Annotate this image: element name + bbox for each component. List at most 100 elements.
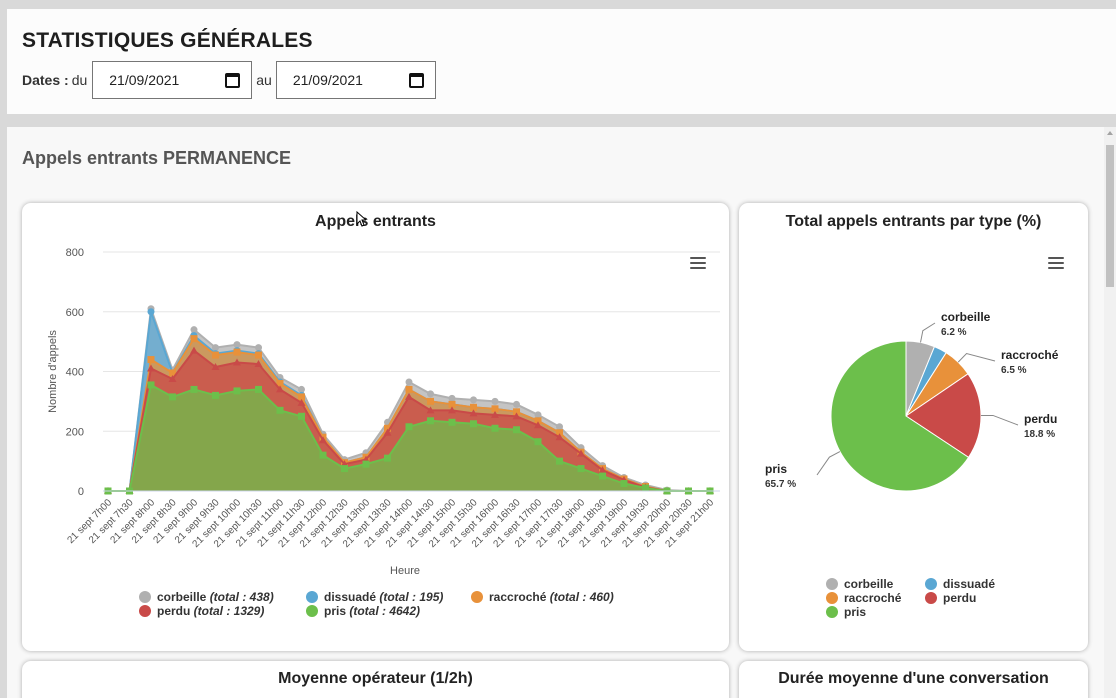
- point-perdu: [276, 385, 284, 393]
- area-chart-card: Appels entrants 0 200 400 600 800 Nombre d'ap…: [22, 203, 729, 651]
- legend-marker-perdu: [139, 605, 151, 617]
- point-corbeille: [212, 344, 219, 352]
- operator-average-title: Moyenne opérateur (1/2h): [278, 670, 473, 687]
- point-pris: [169, 393, 176, 401]
- section-title: Appels entrants PERMANENCE: [22, 148, 292, 168]
- point-pris: [405, 423, 413, 431]
- point-pris: [599, 472, 606, 480]
- pie-slice-pris: [830, 340, 970, 492]
- area-chart-title: Appels entrants: [315, 213, 436, 230]
- scroll-thumb[interactable]: [1106, 145, 1114, 287]
- point-perdu: [469, 409, 478, 417]
- scroll-up-icon[interactable]: [1107, 131, 1113, 135]
- point-corbeille: [470, 396, 477, 404]
- dates-label: Dates :: [22, 72, 69, 88]
- pie-value-raccroché: 6.5 %: [1001, 365, 1027, 376]
- legend-marker-dissuadé: [306, 591, 318, 603]
- point-pris: [233, 387, 241, 395]
- point-raccroché: [534, 417, 542, 425]
- point-corbeille: [190, 326, 198, 334]
- point-perdu: [211, 363, 220, 371]
- pie-connector: [920, 322, 936, 343]
- conversation-duration-card: Durée moyenne d'une conversation: [739, 661, 1088, 698]
- pie-label-raccroché: raccroché: [1001, 348, 1059, 362]
- y-tick-label: 200: [66, 426, 84, 438]
- point-corbeille: [427, 390, 434, 398]
- from-label: du: [71, 72, 88, 88]
- vertical-scrollbar[interactable]: [1104, 127, 1116, 698]
- date-to-input[interactable]: 21/09/2021: [275, 61, 436, 99]
- point-dissuadé: [147, 308, 155, 316]
- calendar-icon[interactable]: [408, 73, 424, 88]
- point-raccroché: [212, 351, 219, 359]
- date-to-value: 21/09/2021: [292, 72, 363, 88]
- pie-chart-card: Total appels entrants par type (%) corbe…: [739, 203, 1088, 651]
- y-tick-label: 600: [66, 307, 84, 319]
- point-corbeille: [534, 411, 542, 419]
- point-pris: [276, 406, 284, 414]
- hamburger-menu-icon[interactable]: [690, 257, 706, 269]
- point-perdu: [555, 433, 564, 441]
- point-pris: [620, 480, 628, 488]
- point-raccroché: [448, 400, 456, 408]
- point-raccroché: [298, 393, 305, 401]
- hamburger-menu-icon[interactable]: [1048, 257, 1064, 269]
- point-corbeille: [513, 400, 520, 408]
- point-pris: [427, 417, 434, 425]
- pie-value-corbeille: 6.2 %: [941, 327, 967, 338]
- point-pris: [642, 484, 649, 492]
- point-pris: [534, 438, 542, 446]
- point-perdu: [190, 346, 198, 354]
- point-perdu: [512, 412, 521, 420]
- point-raccroché: [513, 408, 520, 416]
- point-corbeille: [556, 423, 563, 431]
- date-from-value: 21/09/2021: [109, 72, 180, 88]
- legend-item-raccroché: raccroché: [844, 591, 902, 605]
- main-content: Appels entrants PERMANENCE Appels entran…: [7, 127, 1104, 698]
- pie-value-perdu: 18.8 %: [1024, 429, 1055, 440]
- page-header: STATISTIQUES GÉNÉRALES Dates : du 21/09/…: [7, 9, 1116, 114]
- point-perdu: [254, 360, 263, 368]
- point-perdu: [405, 392, 413, 400]
- legend-marker-perdu: [925, 592, 937, 604]
- y-axis-title: Nombre d'appels: [47, 330, 59, 413]
- point-perdu: [448, 406, 456, 414]
- point-perdu: [577, 449, 585, 457]
- legend-item-corbeille: corbeille (total : 438): [157, 590, 274, 604]
- x-axis-title: Heure: [390, 565, 420, 577]
- point-perdu: [426, 406, 435, 414]
- pie-connector: [980, 414, 1019, 426]
- legend-item-raccroché: raccroché (total : 460): [489, 590, 614, 604]
- point-pris: [341, 465, 348, 473]
- legend-marker-pris: [826, 606, 838, 618]
- point-perdu: [233, 358, 241, 366]
- point-perdu: [383, 428, 392, 436]
- point-raccroché: [276, 379, 284, 387]
- conversation-duration-title: Durée moyenne d'une conversation: [778, 670, 1049, 687]
- pie-slice-perdu: [905, 373, 982, 459]
- point-pris: [491, 424, 499, 432]
- pie-label-corbeille: corbeille: [941, 310, 991, 324]
- point-perdu: [598, 466, 607, 474]
- point-raccroché: [233, 348, 241, 356]
- point-perdu: [319, 436, 327, 444]
- point-perdu: [297, 398, 306, 406]
- point-pris: [448, 418, 456, 426]
- page-title: STATISTIQUES GÉNÉRALES: [22, 29, 313, 52]
- legend-item-pris: pris: [844, 605, 866, 619]
- date-range: Dates : du 21/09/2021 au 21/09/2021: [22, 61, 436, 99]
- point-pris: [147, 381, 155, 389]
- point-pris: [190, 385, 198, 393]
- point-corbeille: [405, 378, 413, 386]
- point-raccroché: [427, 397, 434, 405]
- legend-item-corbeille: corbeille: [844, 577, 894, 591]
- date-from-input[interactable]: 21/09/2021: [92, 61, 253, 99]
- point-pris: [362, 460, 370, 468]
- point-raccroché: [169, 369, 176, 377]
- pie-chart: corbeille 6.2 % raccroché 6.5 % perdu 18.8 % p…: [765, 310, 1059, 619]
- legend-item-perdu: perdu (total : 1329): [157, 604, 264, 618]
- y-tick-label: 0: [78, 486, 84, 498]
- calendar-icon[interactable]: [225, 73, 241, 88]
- legend-marker-corbeille: [826, 578, 838, 590]
